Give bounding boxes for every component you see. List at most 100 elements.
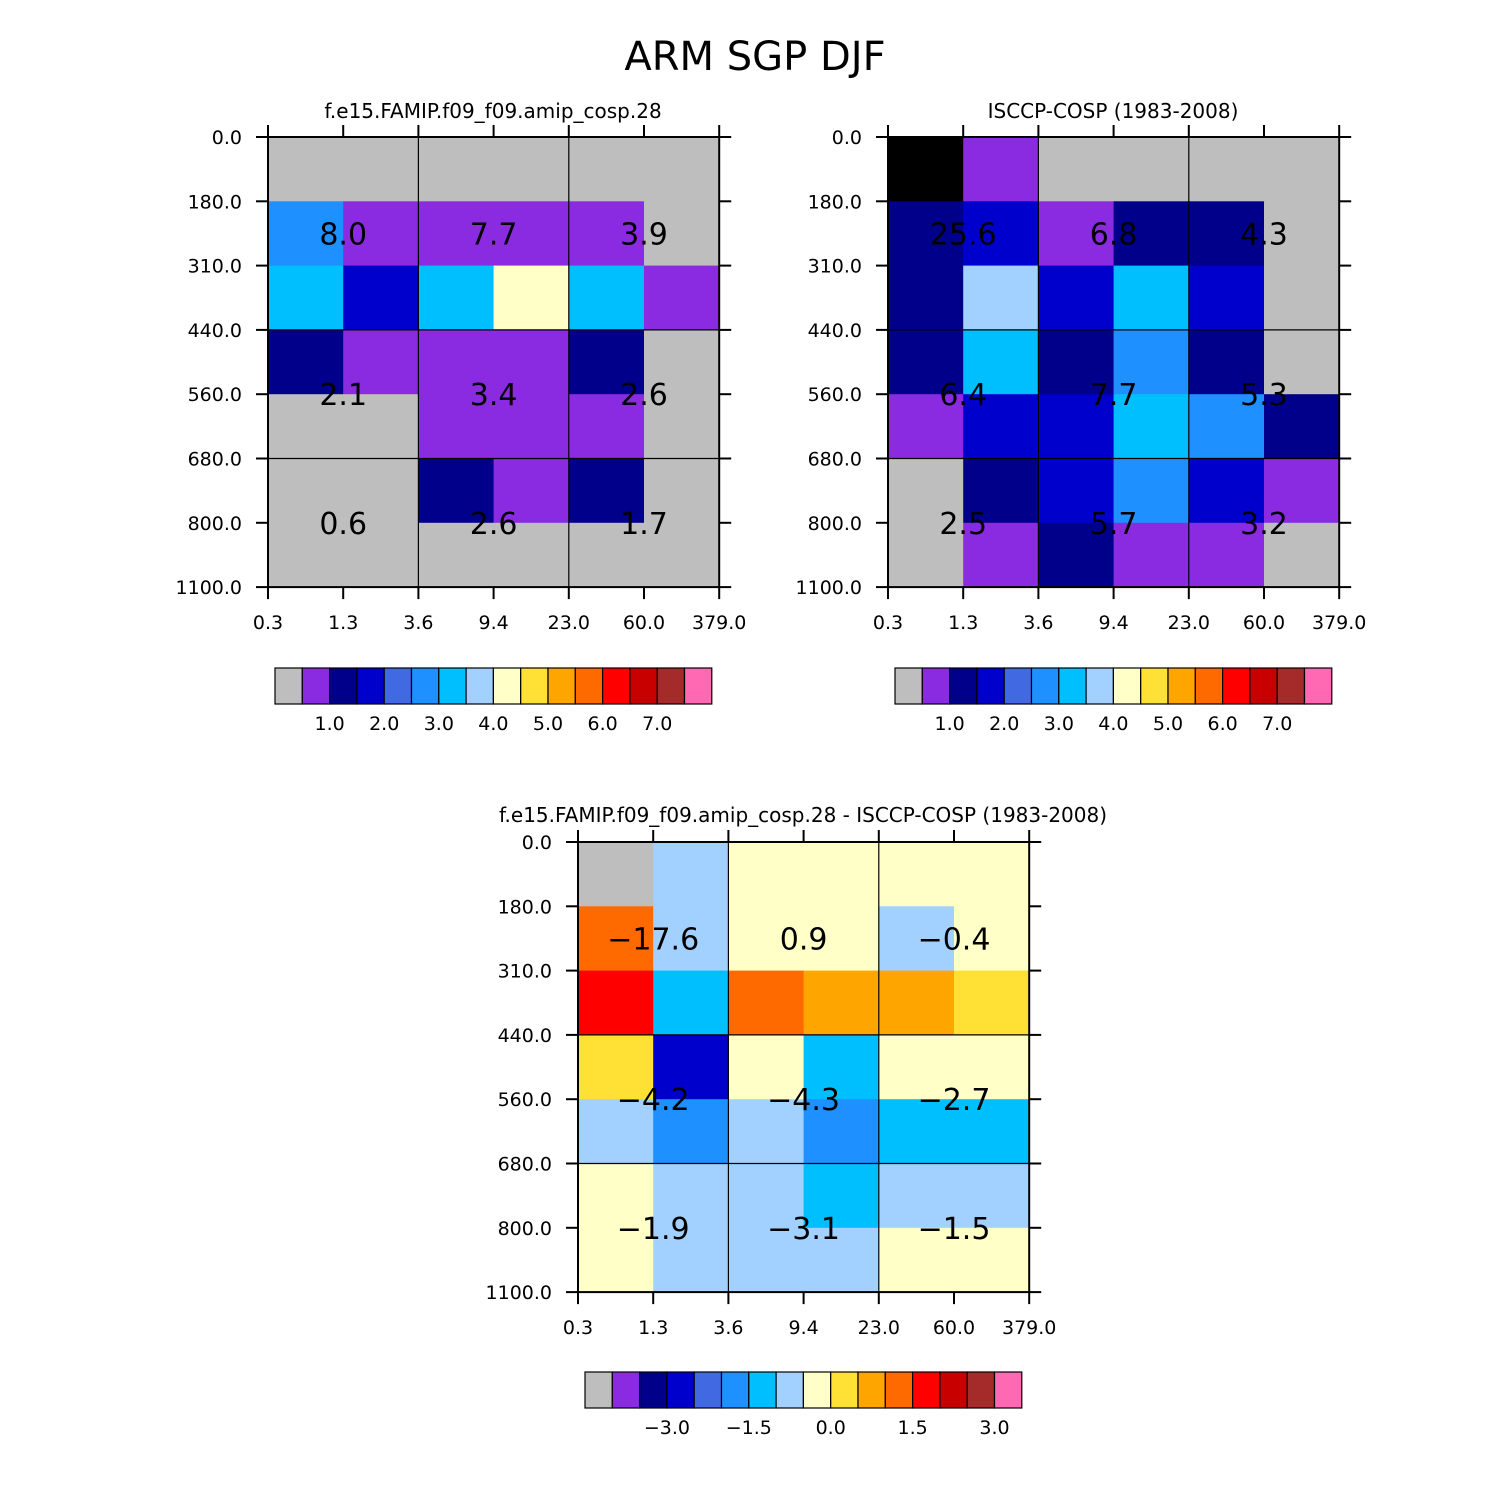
colorbar-box xyxy=(356,667,385,705)
heatmap-cell xyxy=(888,522,964,588)
colorbar-box xyxy=(921,667,951,705)
colorbar-box xyxy=(720,1371,750,1409)
heatmap-cell xyxy=(963,329,1039,395)
y-tick-label: 310.0 xyxy=(498,961,552,983)
heatmap-cell xyxy=(578,970,654,1036)
heatmap-cell xyxy=(568,394,645,460)
colorbar-box xyxy=(1030,667,1060,705)
heatmap-cell xyxy=(888,458,964,524)
colorbar-box xyxy=(775,1371,804,1409)
colorbar-box xyxy=(666,1371,695,1409)
heatmap-cell xyxy=(728,970,805,1036)
colorbar-box xyxy=(329,667,358,705)
y-tick-label: 680.0 xyxy=(498,1154,552,1176)
heatmap-cell xyxy=(963,522,1039,588)
data-label: 0.6 xyxy=(319,507,367,542)
colorbar-label: 1.5 xyxy=(897,1417,927,1439)
colorbar-box xyxy=(748,1371,777,1409)
colorbar-box xyxy=(1167,667,1196,705)
heatmap-cell xyxy=(268,201,344,267)
colorbar-box xyxy=(802,1371,832,1409)
colorbar-box xyxy=(1085,667,1114,705)
heatmap-cell xyxy=(268,137,344,202)
x-tick-label: 3.6 xyxy=(713,1317,743,1339)
x-tick-label: 9.4 xyxy=(478,612,508,634)
colorbar-label: 3.0 xyxy=(424,713,454,735)
colorbar-label: 7.0 xyxy=(1262,713,1292,735)
colorbar-box xyxy=(383,667,413,705)
heatmap-cell xyxy=(1113,201,1190,267)
heatmap-cell xyxy=(1113,394,1190,460)
heatmap-cell xyxy=(268,394,344,460)
figure-title: ARM SGP DJF xyxy=(624,34,885,80)
colorbar-label: 5.0 xyxy=(1153,713,1183,735)
heatmap-cell xyxy=(653,842,729,907)
colorbar-box xyxy=(301,667,331,705)
colorbar-box xyxy=(693,1371,723,1409)
heatmap-cell xyxy=(1264,265,1340,331)
heatmap-cell xyxy=(644,522,720,588)
y-tick-label: 560.0 xyxy=(808,384,862,406)
colorbar-label: 3.0 xyxy=(1044,713,1074,735)
heatmap-cell xyxy=(418,201,495,267)
heatmap-cell xyxy=(878,842,955,907)
colorbar-label: 6.0 xyxy=(587,713,617,735)
heatmap-cell xyxy=(1038,458,1115,524)
heatmap-cell xyxy=(653,970,729,1036)
heatmap-cell xyxy=(1188,137,1265,202)
heatmap-cell xyxy=(343,394,419,460)
y-tick-label: 180.0 xyxy=(498,896,552,918)
heatmap-cell xyxy=(1113,329,1190,395)
y-tick-label: 180.0 xyxy=(188,191,242,213)
colorbar-box xyxy=(547,667,576,705)
data-label: 25.6 xyxy=(930,217,997,252)
heatmap-cell xyxy=(803,970,880,1036)
colorbar-box xyxy=(911,1371,941,1409)
data-label: 8.0 xyxy=(319,217,367,252)
heatmap-cell xyxy=(803,1034,880,1100)
panel-model: f.e15.FAMIP.f09_f09.amip_cosp.28 0.0 180.… xyxy=(176,99,747,735)
x-tick-label: 23.0 xyxy=(858,1317,900,1339)
heatmap-cell xyxy=(1188,458,1265,524)
colorbar-box xyxy=(274,667,303,705)
colorbar-box xyxy=(1303,667,1333,705)
x-tick-label: 3.6 xyxy=(403,612,433,634)
heatmap-cell xyxy=(418,394,495,460)
colorbar-label: 2.0 xyxy=(369,713,399,735)
panel-isccp: ISCCP-COSP (1983-2008) 0.0 180.0 310.0 440.… xyxy=(796,99,1367,735)
heatmap-cell xyxy=(568,201,645,267)
colorbar-box xyxy=(1112,667,1142,705)
heatmap-cell xyxy=(888,137,964,202)
x-tick-label: 23.0 xyxy=(1168,612,1210,634)
heatmap-cell xyxy=(578,842,654,907)
colorbar-box xyxy=(601,667,631,705)
data-label: −3.1 xyxy=(767,1212,840,1247)
heatmap-cell xyxy=(644,137,720,202)
colorbar-label: 6.0 xyxy=(1207,713,1237,735)
colorbar-label: −3.0 xyxy=(644,1417,690,1439)
heatmap-cell xyxy=(493,137,570,202)
heatmap-cell xyxy=(1038,201,1115,267)
heatmap-cell xyxy=(1188,394,1265,460)
heatmap-cell xyxy=(963,394,1039,460)
data-label: −17.6 xyxy=(607,922,699,957)
heatmap-cell xyxy=(803,1163,880,1229)
colorbar-box xyxy=(884,1371,914,1409)
colorbar-box xyxy=(629,667,658,705)
heatmap-cell xyxy=(343,265,419,331)
panel-title: f.e15.FAMIP.f09_f09.amip_cosp.28 xyxy=(324,99,661,123)
heatmap-cell xyxy=(418,137,495,202)
heatmap-cell xyxy=(644,394,720,460)
heatmap-cell xyxy=(954,906,1030,972)
data-label: 6.8 xyxy=(1090,217,1138,252)
colorbar-box xyxy=(939,1371,968,1409)
heatmap-cell xyxy=(954,1227,1030,1293)
heatmap-cell xyxy=(888,265,964,331)
x-tick-label: 1.3 xyxy=(948,612,978,634)
heatmap-cell xyxy=(578,1099,654,1165)
colorbar-box xyxy=(894,667,923,705)
heatmap-cell xyxy=(1188,329,1265,395)
x-tick-label: 379.0 xyxy=(1312,612,1366,634)
y-tick-label: 310.0 xyxy=(188,256,242,278)
y-tick-label: 800.0 xyxy=(808,513,862,535)
